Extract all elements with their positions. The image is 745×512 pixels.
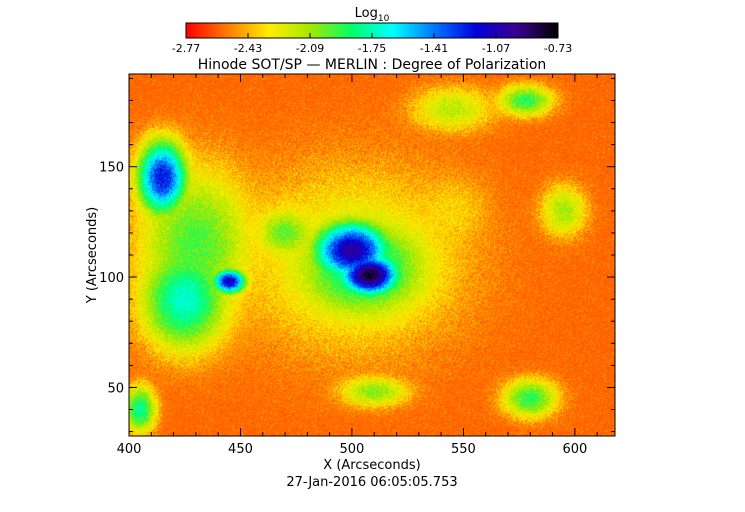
colorbar-label: Log10 (355, 6, 390, 24)
x-axis-label: X (Arcseconds) (323, 458, 420, 473)
heatmap-image (129, 74, 615, 436)
colorbar-tick-label: -2.77 (172, 42, 200, 55)
colorbar-tick-label: -2.43 (234, 42, 262, 55)
x-tick-label: 600 (562, 442, 587, 457)
x-tick-label: 400 (117, 442, 142, 457)
x-tick-label: 550 (451, 442, 476, 457)
chart-title: Hinode SOT/SP — MERLIN : Degree of Polar… (198, 57, 547, 73)
x-tick-label: 450 (228, 442, 253, 457)
y-tick-label: 150 (99, 161, 124, 176)
colorbar-tick-label: -1.41 (420, 42, 448, 55)
y-axis: 50 100 150 (99, 77, 615, 433)
y-axis-label: Y (Arcseconds) (85, 207, 100, 304)
timestamp: 27-Jan-2016 06:05:05.753 (286, 475, 457, 490)
x-tick-label: 500 (340, 442, 365, 457)
colorbar-tick-label: -0.73 (544, 42, 572, 55)
colorbar-tick-label: -2.09 (296, 42, 324, 55)
x-axis: 400 450 500 550 600 (117, 74, 598, 457)
colorbar-label-main: Log (355, 6, 378, 21)
y-tick-label: 100 (99, 271, 124, 286)
colorbar-tick-label: -1.75 (358, 42, 386, 55)
heatmap-container (129, 74, 615, 436)
colorbar-tick-label: -1.07 (482, 42, 510, 55)
colorbar-ticks: -2.77 -2.43 -2.09 -1.75 -1.41 -1.07 -0.73 (172, 33, 572, 55)
colorbar-label-sub: 10 (378, 14, 390, 24)
y-tick-label: 50 (107, 381, 124, 396)
